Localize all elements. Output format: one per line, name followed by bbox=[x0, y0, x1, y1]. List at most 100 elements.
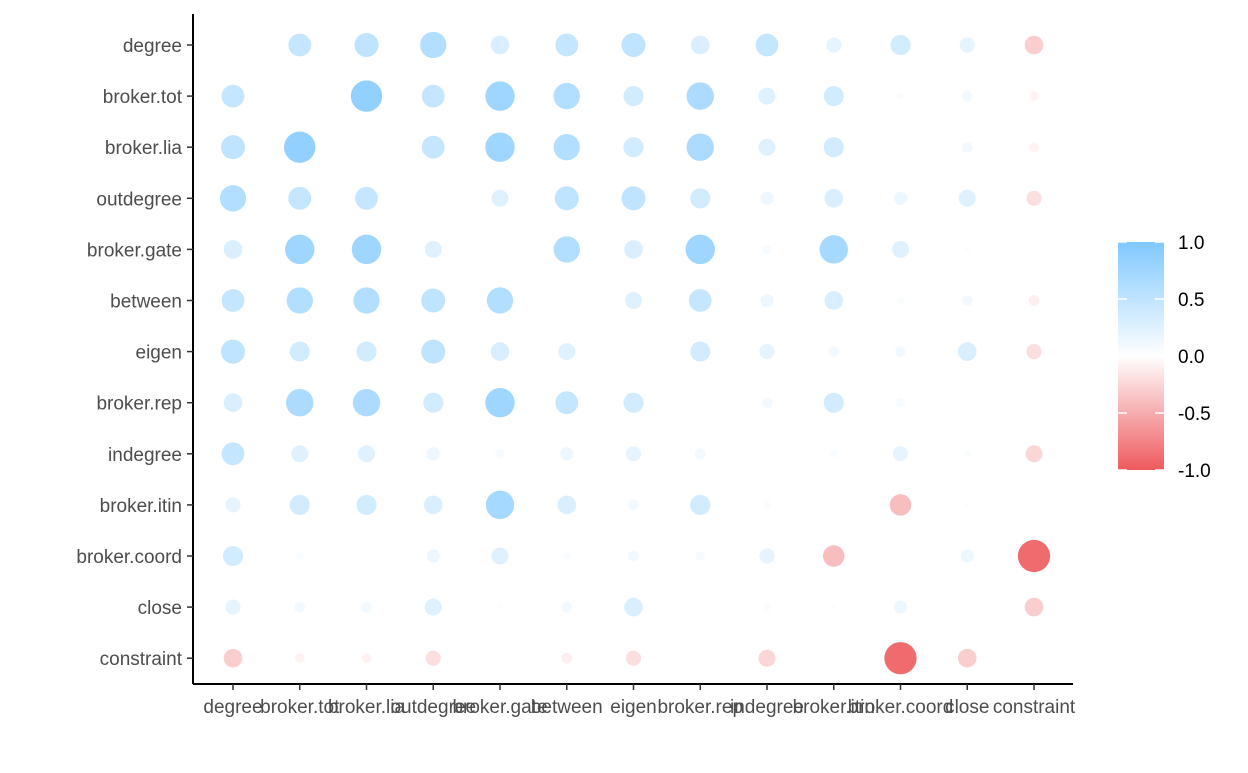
corr-point bbox=[223, 648, 243, 668]
corr-point bbox=[623, 86, 644, 107]
legend-tick-label: 0.0 bbox=[1178, 347, 1204, 368]
corr-point bbox=[1028, 295, 1040, 306]
corr-point bbox=[823, 137, 844, 158]
corr-point bbox=[895, 397, 906, 408]
axes-layer: degreebroker.totbroker.liaoutdegreebroke… bbox=[76, 14, 1076, 718]
corr-point bbox=[553, 236, 580, 263]
corr-point bbox=[889, 494, 912, 516]
corr-point bbox=[561, 601, 573, 613]
y-tick-label: eigen bbox=[136, 343, 183, 364]
corr-point bbox=[562, 552, 571, 560]
corr-point bbox=[498, 656, 502, 660]
corr-point bbox=[957, 648, 977, 668]
y-tick-label: broker.itin bbox=[100, 496, 182, 517]
x-tick-label: broker.gate bbox=[452, 697, 547, 718]
legend-tick-label: -1.0 bbox=[1178, 461, 1211, 482]
corr-point bbox=[755, 33, 779, 57]
corr-point bbox=[890, 34, 911, 56]
corr-point bbox=[961, 295, 973, 306]
corr-point bbox=[289, 494, 310, 515]
corr-point bbox=[685, 234, 715, 265]
corr-point bbox=[495, 448, 505, 459]
corr-point bbox=[421, 135, 445, 159]
corr-point bbox=[286, 388, 314, 417]
corr-point bbox=[426, 549, 440, 563]
corr-point bbox=[356, 494, 377, 515]
corr-point bbox=[294, 601, 306, 613]
corr-point bbox=[964, 400, 970, 406]
corr-point bbox=[1024, 35, 1044, 55]
legend-tick-label: 0.5 bbox=[1178, 290, 1204, 311]
y-tick-label: broker.coord bbox=[76, 547, 182, 568]
corr-point bbox=[824, 291, 844, 310]
corr-point bbox=[823, 545, 845, 567]
corr-point bbox=[421, 288, 446, 313]
corr-point bbox=[426, 447, 440, 461]
corr-point bbox=[425, 650, 441, 666]
corr-point bbox=[832, 656, 836, 660]
corr-point bbox=[424, 598, 442, 616]
corr-point bbox=[1029, 91, 1039, 101]
corr-point bbox=[288, 186, 312, 210]
corr-point bbox=[285, 234, 315, 265]
corr-point bbox=[491, 547, 509, 565]
corr-point bbox=[694, 448, 706, 460]
corr-point bbox=[964, 501, 971, 508]
corr-point bbox=[423, 495, 443, 515]
corr-point bbox=[497, 604, 503, 611]
corr-point bbox=[361, 601, 372, 613]
x-tick-label: degree bbox=[203, 697, 262, 718]
corr-point bbox=[828, 346, 840, 357]
y-tick-label: degree bbox=[123, 36, 182, 57]
corr-point bbox=[688, 289, 712, 312]
corr-point bbox=[221, 84, 245, 108]
y-tick-label: broker.lia bbox=[105, 138, 183, 159]
corr-point bbox=[291, 445, 309, 463]
corr-point bbox=[686, 82, 714, 110]
corr-point bbox=[958, 189, 976, 207]
y-tick-label: indegree bbox=[108, 445, 182, 466]
corr-point bbox=[1032, 503, 1036, 507]
y-tick-label: close bbox=[138, 598, 182, 619]
corr-point bbox=[961, 141, 973, 153]
corr-point bbox=[759, 548, 775, 564]
x-tick-label: close bbox=[945, 697, 989, 718]
corr-point bbox=[896, 92, 905, 100]
corr-point bbox=[424, 240, 442, 258]
corr-point bbox=[294, 653, 305, 664]
corr-point bbox=[621, 186, 646, 211]
corr-point bbox=[763, 603, 771, 611]
x-tick-label: broker.itin bbox=[793, 697, 875, 718]
corr-point bbox=[219, 185, 247, 212]
corr-point bbox=[1025, 445, 1043, 463]
corr-point bbox=[898, 144, 903, 150]
corr-point bbox=[221, 442, 245, 466]
x-tick-label: broker.coord bbox=[848, 697, 954, 718]
corr-point bbox=[557, 495, 577, 515]
corr-point bbox=[555, 33, 579, 57]
corr-point bbox=[353, 287, 380, 314]
corr-point bbox=[220, 339, 246, 364]
corr-point bbox=[824, 188, 844, 208]
corr-point bbox=[356, 341, 377, 362]
corr-point bbox=[554, 186, 579, 211]
corr-point bbox=[421, 339, 446, 364]
corr-point bbox=[490, 342, 510, 361]
corr-point bbox=[423, 392, 444, 413]
corr-point bbox=[624, 240, 643, 259]
corr-point bbox=[690, 341, 711, 362]
corr-point bbox=[623, 137, 644, 158]
corr-point bbox=[223, 240, 243, 259]
corr-point bbox=[758, 138, 776, 156]
corr-point bbox=[623, 392, 644, 413]
corr-point bbox=[698, 656, 702, 660]
corr-point bbox=[758, 87, 776, 105]
corr-point bbox=[491, 189, 509, 207]
corr-point bbox=[761, 397, 773, 409]
x-tick-label: outdegree bbox=[390, 697, 476, 718]
corr-point bbox=[223, 393, 243, 413]
corr-point bbox=[621, 32, 646, 58]
corr-point bbox=[884, 642, 917, 675]
